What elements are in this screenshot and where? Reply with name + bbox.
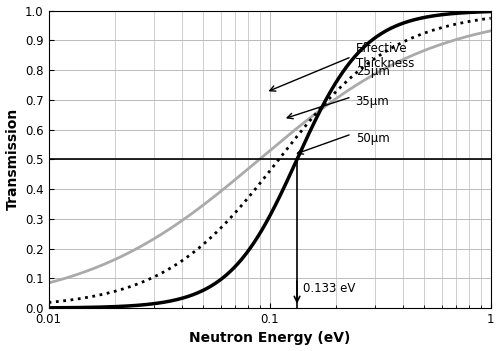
- Text: 0.133 eV: 0.133 eV: [302, 282, 355, 295]
- Y-axis label: Transmission: Transmission: [6, 108, 20, 210]
- X-axis label: Neutron Energy (eV): Neutron Energy (eV): [189, 331, 350, 345]
- Text: Effective
Thickness: Effective Thickness: [356, 42, 414, 70]
- Text: 50μm: 50μm: [356, 132, 390, 145]
- Text: 35μm: 35μm: [356, 95, 390, 108]
- Text: 25μm: 25μm: [356, 65, 390, 78]
